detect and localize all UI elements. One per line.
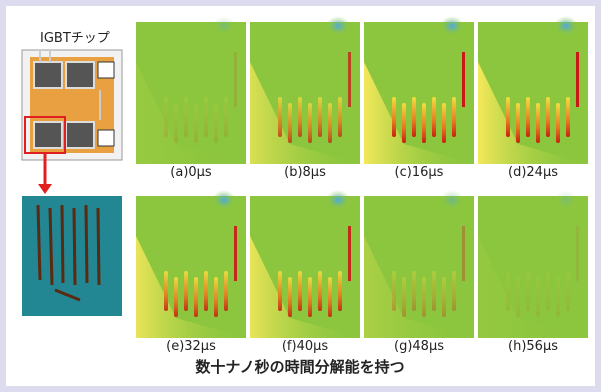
heat-streak: [452, 271, 456, 311]
blue-spot: [212, 16, 236, 36]
heat-streak: [556, 103, 560, 143]
heat-streak: [174, 277, 178, 317]
heat-streak: [278, 271, 282, 311]
heat-streak: [402, 103, 406, 143]
heat-streak: [402, 277, 406, 317]
heat-streak: [224, 97, 228, 137]
heat-streak: [204, 271, 208, 311]
figure: IGBTチップ (a)0μs (b)8μs (c)16μs (d)24μs (e)32μ…: [0, 0, 601, 392]
heat-streak: [422, 277, 426, 317]
heat-streak: [164, 97, 168, 137]
blue-spot: [326, 190, 350, 210]
hot-line: [348, 226, 351, 281]
thermal-image: [250, 190, 360, 338]
chip-photo: [22, 196, 122, 316]
blue-spot: [554, 16, 578, 36]
blue-spot: [326, 16, 350, 36]
heat-streak: [328, 277, 332, 317]
heat-streak: [432, 271, 436, 311]
blue-spot: [554, 190, 578, 210]
panel-label: (a)0μs: [170, 165, 212, 180]
heat-streak: [546, 271, 550, 311]
panel-label: (e)32μs: [166, 339, 216, 354]
heat-streak: [224, 271, 228, 311]
heat-streak: [392, 271, 396, 311]
heat-streak: [392, 97, 396, 137]
heat-streak: [338, 97, 342, 137]
heat-streak: [308, 103, 312, 143]
hot-line: [462, 52, 465, 107]
hot-line: [234, 52, 237, 107]
hot-line: [576, 52, 579, 107]
blue-spot: [212, 190, 236, 210]
blue-spot: [440, 16, 464, 36]
page: IGBTチップ (a)0μs (b)8μs (c)16μs (d)24μs (e)32μ…: [0, 0, 601, 392]
hot-line: [576, 226, 579, 281]
heat-streak: [298, 97, 302, 137]
chip-label: IGBTチップ: [40, 31, 110, 46]
hot-line: [462, 226, 465, 281]
thermal-image: [136, 190, 246, 338]
heat-streak: [174, 103, 178, 143]
heat-streak: [318, 271, 322, 311]
thermal-image: [250, 16, 360, 164]
caption: 数十ナノ秒の時間分解能を持つ: [195, 358, 404, 376]
hot-line: [234, 226, 237, 281]
heat-streak: [204, 97, 208, 137]
heat-streak: [442, 103, 446, 143]
heat-streak: [412, 97, 416, 137]
heat-streak: [338, 271, 342, 311]
heat-streak: [184, 97, 188, 137]
panel-label: (g)48μs: [394, 339, 444, 354]
panel-label: (h)56μs: [508, 339, 558, 354]
heat-streak: [546, 97, 550, 137]
heat-streak: [328, 103, 332, 143]
heat-streak: [214, 277, 218, 317]
panel-label: (c)16μs: [395, 165, 444, 180]
heat-streak: [526, 271, 530, 311]
blue-spot: [440, 190, 464, 210]
heat-streak: [194, 277, 198, 317]
heat-streak: [184, 271, 188, 311]
heat-streak: [566, 97, 570, 137]
heat-streak: [452, 97, 456, 137]
heat-streak: [536, 103, 540, 143]
heat-streak: [422, 103, 426, 143]
heat-streak: [506, 97, 510, 137]
heat-streak: [288, 103, 292, 143]
thermal-image: [364, 16, 474, 164]
heat-streak: [556, 277, 560, 317]
panel-label: (d)24μs: [508, 165, 558, 180]
hot-line: [348, 52, 351, 107]
heat-streak: [526, 97, 530, 137]
heat-streak: [308, 277, 312, 317]
heat-streak: [298, 271, 302, 311]
heat-streak: [278, 97, 282, 137]
heat-streak: [214, 103, 218, 143]
heat-streak: [318, 97, 322, 137]
heat-streak: [566, 271, 570, 311]
heat-streak: [432, 97, 436, 137]
thermal-image: [364, 190, 474, 338]
thermal-image: [478, 16, 588, 164]
heat-streak: [288, 277, 292, 317]
thermal-image: [478, 190, 588, 338]
panel-label: (b)8μs: [284, 165, 326, 180]
heat-streak: [536, 277, 540, 317]
heat-streak: [516, 277, 520, 317]
heat-streak: [506, 271, 510, 311]
heat-streak: [194, 103, 198, 143]
panel-label: (f)40μs: [282, 339, 329, 354]
heat-streak: [516, 103, 520, 143]
heat-streak: [412, 271, 416, 311]
thermal-image: [136, 16, 246, 164]
heat-streak: [164, 271, 168, 311]
heat-streak: [442, 277, 446, 317]
